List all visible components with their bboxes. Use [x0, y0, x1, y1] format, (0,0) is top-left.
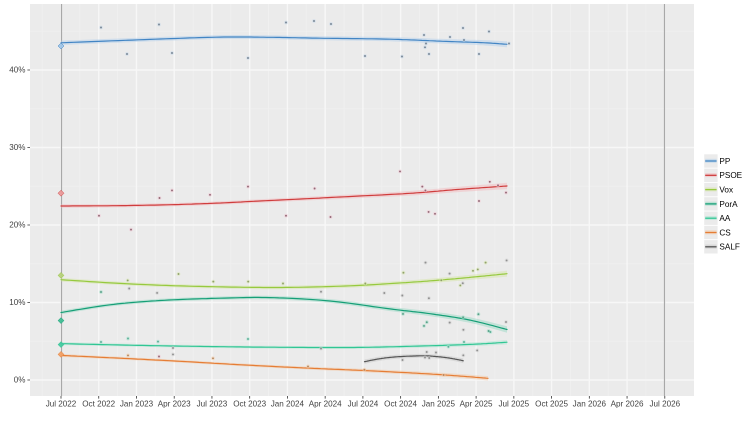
svg-text:Jan 2026: Jan 2026 — [573, 400, 607, 409]
svg-text:Jul 2024: Jul 2024 — [348, 400, 379, 409]
svg-text:Jan 2024: Jan 2024 — [271, 400, 305, 409]
svg-text:30%: 30% — [9, 143, 25, 152]
svg-text:40%: 40% — [9, 66, 25, 75]
svg-text:Jul 2022: Jul 2022 — [46, 400, 77, 409]
svg-text:AA: AA — [719, 214, 730, 223]
svg-text:PP: PP — [719, 157, 730, 166]
svg-text:Jul 2023: Jul 2023 — [197, 400, 228, 409]
svg-text:Oct 2022: Oct 2022 — [82, 400, 115, 409]
svg-text:Jan 2025: Jan 2025 — [422, 400, 456, 409]
svg-text:10%: 10% — [9, 298, 25, 307]
svg-text:Apr 2025: Apr 2025 — [460, 400, 493, 409]
svg-text:PorA: PorA — [719, 200, 738, 209]
svg-text:Oct 2023: Oct 2023 — [233, 400, 266, 409]
svg-text:CS: CS — [719, 228, 731, 237]
svg-text:Apr 2023: Apr 2023 — [158, 400, 191, 409]
svg-text:Oct 2024: Oct 2024 — [384, 400, 417, 409]
svg-text:Apr 2026: Apr 2026 — [611, 400, 644, 409]
svg-text:0%: 0% — [14, 376, 26, 385]
svg-text:Vox: Vox — [719, 186, 733, 195]
svg-text:Apr 2024: Apr 2024 — [309, 400, 342, 409]
svg-text:Jul 2026: Jul 2026 — [649, 400, 680, 409]
svg-text:PSOE: PSOE — [719, 171, 742, 180]
svg-text:Jan 2023: Jan 2023 — [120, 400, 154, 409]
svg-text:SALF: SALF — [719, 243, 739, 252]
svg-text:Oct 2025: Oct 2025 — [535, 400, 568, 409]
svg-text:20%: 20% — [9, 221, 25, 230]
svg-text:Jul 2025: Jul 2025 — [498, 400, 529, 409]
